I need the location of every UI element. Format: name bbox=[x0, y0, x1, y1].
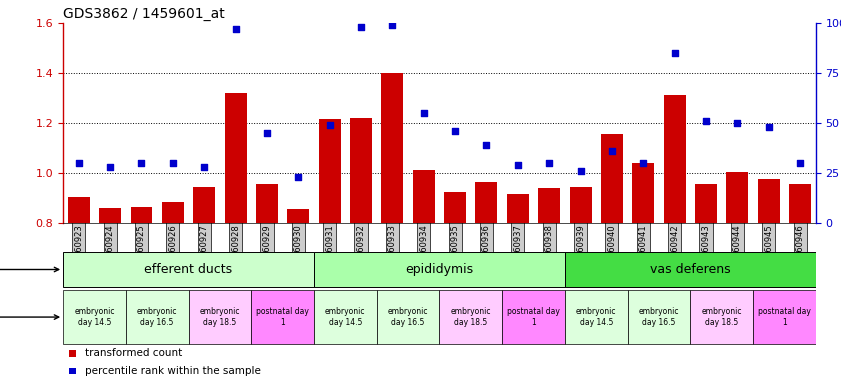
Bar bbox=[565, 252, 816, 287]
Point bbox=[479, 142, 493, 148]
Bar bbox=[314, 252, 565, 287]
Bar bbox=[130, 207, 152, 384]
Bar bbox=[350, 118, 372, 384]
Bar bbox=[225, 93, 246, 384]
Text: tissue: tissue bbox=[0, 265, 59, 275]
Bar bbox=[502, 290, 565, 344]
Bar bbox=[382, 73, 404, 384]
Text: postnatal day
1: postnatal day 1 bbox=[257, 307, 309, 327]
Text: embryonic
day 16.5: embryonic day 16.5 bbox=[638, 307, 680, 327]
Text: transformed count: transformed count bbox=[85, 348, 182, 358]
Point bbox=[229, 26, 242, 32]
Point bbox=[72, 160, 86, 166]
Point bbox=[135, 160, 148, 166]
Point bbox=[167, 160, 180, 166]
Text: vas deferens: vas deferens bbox=[650, 263, 731, 276]
Bar bbox=[126, 290, 188, 344]
Point bbox=[323, 122, 336, 128]
Text: embryonic
day 16.5: embryonic day 16.5 bbox=[388, 307, 428, 327]
Text: embryonic
day 14.5: embryonic day 14.5 bbox=[325, 307, 366, 327]
Bar bbox=[601, 134, 623, 384]
Text: efferent ducts: efferent ducts bbox=[145, 263, 233, 276]
Bar bbox=[789, 184, 811, 384]
Bar bbox=[627, 290, 690, 344]
Point bbox=[542, 160, 556, 166]
Bar bbox=[727, 172, 748, 384]
Point bbox=[637, 160, 650, 166]
Point bbox=[574, 168, 587, 174]
Bar bbox=[63, 252, 314, 287]
Bar bbox=[695, 184, 717, 384]
Text: percentile rank within the sample: percentile rank within the sample bbox=[85, 366, 262, 376]
Bar bbox=[69, 367, 76, 374]
Text: embryonic
day 18.5: embryonic day 18.5 bbox=[701, 307, 742, 327]
Bar bbox=[314, 290, 377, 344]
Point bbox=[103, 164, 117, 170]
Bar bbox=[664, 96, 685, 384]
Bar bbox=[444, 192, 466, 384]
Point bbox=[198, 164, 211, 170]
Text: epididymis: epididymis bbox=[405, 263, 473, 276]
Bar bbox=[69, 350, 76, 357]
Text: embryonic
day 14.5: embryonic day 14.5 bbox=[576, 307, 616, 327]
Point bbox=[793, 160, 807, 166]
Bar bbox=[99, 208, 121, 384]
Text: development stage: development stage bbox=[0, 312, 59, 322]
Point bbox=[354, 24, 368, 30]
Text: embryonic
day 14.5: embryonic day 14.5 bbox=[74, 307, 114, 327]
Bar bbox=[753, 290, 816, 344]
Point bbox=[292, 174, 305, 180]
Bar bbox=[256, 184, 278, 384]
Bar bbox=[538, 188, 560, 384]
Bar bbox=[507, 194, 529, 384]
Bar bbox=[413, 170, 435, 384]
Point bbox=[699, 118, 712, 124]
Point bbox=[386, 22, 399, 28]
Bar bbox=[475, 182, 497, 384]
Bar bbox=[251, 290, 314, 344]
Bar bbox=[758, 179, 780, 384]
Text: postnatal day
1: postnatal day 1 bbox=[758, 307, 811, 327]
Text: postnatal day
1: postnatal day 1 bbox=[507, 307, 560, 327]
Bar bbox=[632, 163, 654, 384]
Text: embryonic
day 16.5: embryonic day 16.5 bbox=[137, 307, 177, 327]
Point bbox=[260, 130, 273, 136]
Point bbox=[606, 148, 619, 154]
Point bbox=[511, 162, 525, 168]
Bar bbox=[161, 202, 184, 384]
Text: embryonic
day 18.5: embryonic day 18.5 bbox=[451, 307, 491, 327]
Bar bbox=[565, 290, 627, 344]
Text: embryonic
day 18.5: embryonic day 18.5 bbox=[199, 307, 241, 327]
Point bbox=[448, 128, 462, 134]
Bar bbox=[63, 290, 126, 344]
Bar bbox=[193, 187, 215, 384]
Bar bbox=[439, 290, 502, 344]
Point bbox=[731, 120, 744, 126]
Bar bbox=[690, 290, 753, 344]
Bar bbox=[288, 209, 309, 384]
Point bbox=[668, 50, 681, 56]
Bar bbox=[569, 187, 591, 384]
Bar bbox=[319, 119, 341, 384]
Bar bbox=[68, 197, 90, 384]
Point bbox=[417, 110, 431, 116]
Bar bbox=[377, 290, 439, 344]
Bar bbox=[188, 290, 251, 344]
Text: GDS3862 / 1459601_at: GDS3862 / 1459601_at bbox=[63, 7, 225, 21]
Point bbox=[762, 124, 775, 130]
